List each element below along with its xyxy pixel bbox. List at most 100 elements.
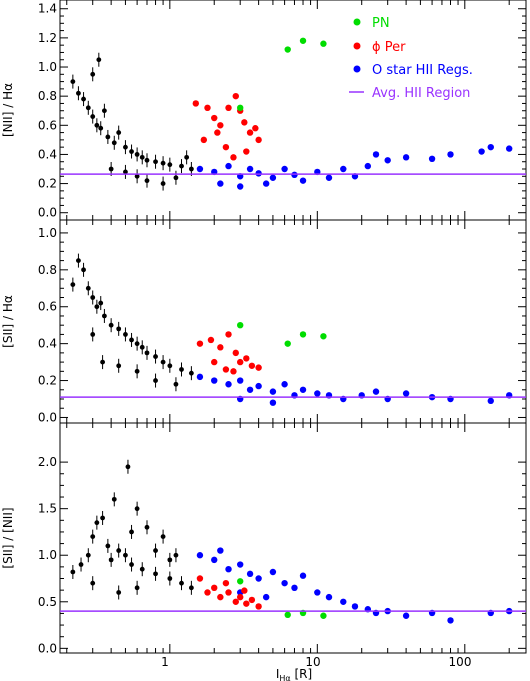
- point-phi-per: [232, 349, 239, 357]
- point-o-star: [211, 556, 218, 564]
- point-o-star: [217, 547, 224, 554]
- y-tick-label: 0.2: [38, 177, 57, 191]
- point-o-star: [447, 151, 454, 158]
- point-o-star: [402, 154, 410, 161]
- point-hii: [188, 166, 194, 172]
- point-hii: [173, 552, 179, 558]
- point-o-star: [281, 165, 288, 173]
- point-o-star: [217, 180, 224, 187]
- point-o-star: [447, 617, 454, 624]
- point-hii: [153, 354, 158, 359]
- point-o-star: [291, 584, 298, 592]
- point-hii: [81, 267, 86, 273]
- point-pn: [320, 333, 327, 340]
- point-phi-per: [204, 104, 211, 112]
- point-o-star: [364, 162, 372, 170]
- point-hii: [108, 557, 114, 563]
- point-hii: [70, 79, 76, 84]
- point-hii: [139, 566, 145, 572]
- legend-marker-pn: [353, 18, 361, 26]
- point-phi-per: [252, 125, 259, 132]
- legend-marker-o-star: [353, 65, 361, 73]
- point-o-star: [269, 174, 277, 181]
- point-hii: [116, 363, 122, 369]
- point-hii: [188, 585, 194, 591]
- point-hii: [90, 580, 96, 586]
- point-o-star: [384, 157, 391, 164]
- point-phi-per: [248, 362, 256, 369]
- y-tick-label: 1.0: [38, 548, 57, 562]
- point-hii: [98, 300, 104, 306]
- point-hii: [134, 341, 140, 347]
- point-phi-per: [204, 589, 211, 596]
- point-hii: [134, 152, 140, 157]
- point-o-star: [340, 598, 347, 605]
- point-o-star: [225, 381, 232, 388]
- point-phi-per: [196, 575, 204, 582]
- legend: PN ϕ Per O star HII Regs. Avg. HII Regio…: [349, 16, 473, 101]
- point-phi-per: [211, 584, 218, 592]
- point-hii: [129, 337, 134, 343]
- data-points: [70, 253, 513, 406]
- point-phi-per: [214, 129, 221, 136]
- point-phi-per: [225, 104, 232, 112]
- legend-label-phi-per: ϕ Per: [372, 40, 406, 55]
- legend-item-pn: PN: [353, 16, 390, 31]
- point-hii: [153, 548, 158, 553]
- point-phi-per: [225, 589, 232, 596]
- point-o-star: [269, 399, 277, 406]
- point-hii: [139, 154, 145, 160]
- point-pn: [320, 40, 327, 47]
- point-pn: [284, 46, 291, 53]
- point-phi-per: [217, 593, 224, 601]
- point-o-star: [237, 183, 244, 190]
- point-hii: [160, 160, 166, 166]
- point-pn: [320, 612, 327, 619]
- point-hii: [111, 140, 117, 146]
- point-phi-per: [230, 368, 237, 375]
- point-phi-per: [255, 136, 262, 144]
- point-o-star: [402, 612, 410, 619]
- y-tick-label: 0.0: [38, 206, 57, 220]
- point-phi-per: [232, 598, 239, 605]
- y-tick-label: 0.2: [38, 374, 57, 388]
- point-hii: [90, 332, 96, 337]
- x-axis-title: IHα [R]: [276, 667, 312, 681]
- point-hii: [98, 125, 104, 131]
- point-pn: [237, 578, 244, 585]
- point-hii: [70, 282, 76, 287]
- point-o-star: [262, 593, 270, 601]
- point-o-star: [314, 589, 321, 596]
- point-hii: [167, 557, 173, 563]
- point-hii: [116, 548, 122, 553]
- point-phi-per: [237, 358, 244, 366]
- point-o-star: [428, 155, 436, 163]
- y-tick-label: 0.0: [38, 410, 57, 424]
- point-phi-per: [211, 114, 218, 122]
- point-hii: [85, 285, 91, 291]
- point-hii: [90, 114, 96, 119]
- point-o-star: [225, 162, 232, 170]
- point-o-star: [255, 382, 262, 390]
- point-o-star: [269, 568, 277, 576]
- point-hii: [129, 149, 134, 154]
- y-axis-title: [SII] / Hα: [1, 295, 15, 348]
- legend-label-pn: PN: [372, 16, 390, 31]
- point-o-star: [237, 377, 244, 384]
- point-hii: [94, 304, 100, 310]
- point-o-star: [196, 165, 204, 173]
- point-hii: [144, 524, 150, 530]
- point-o-star: [255, 575, 262, 582]
- point-phi-per: [225, 331, 232, 338]
- point-hii: [160, 359, 166, 365]
- point-o-star: [196, 552, 204, 559]
- point-phi-per: [255, 603, 262, 610]
- point-hii: [134, 368, 140, 374]
- point-hii: [81, 96, 86, 102]
- point-hii: [116, 326, 122, 332]
- point-hii: [123, 144, 128, 150]
- point-o-star: [281, 579, 288, 587]
- point-hii: [100, 359, 105, 365]
- point-o-star: [246, 165, 254, 173]
- point-hii: [188, 370, 194, 376]
